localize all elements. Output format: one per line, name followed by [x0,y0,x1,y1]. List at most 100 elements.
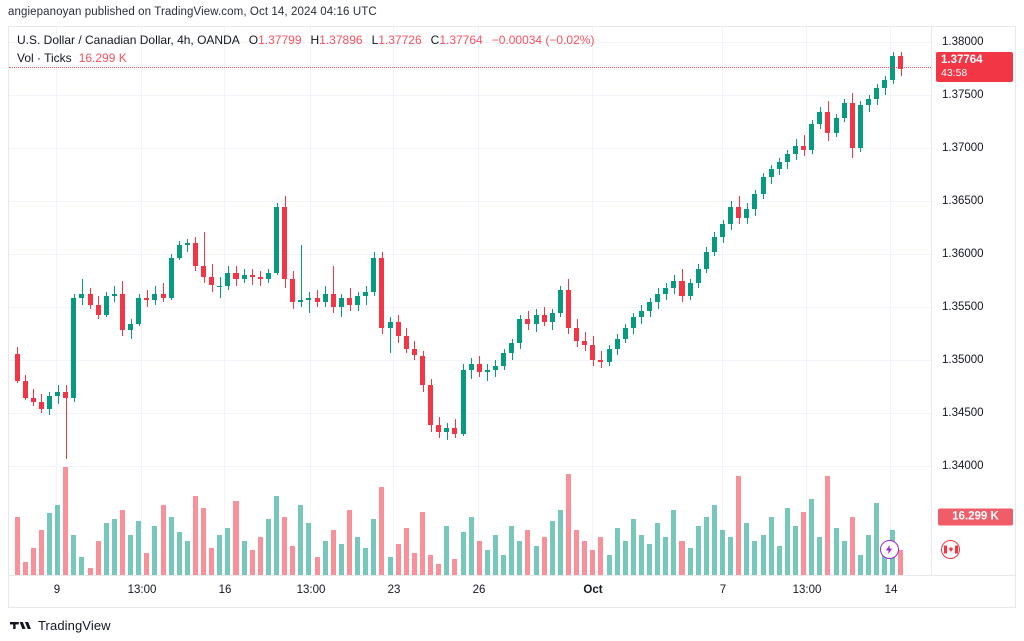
volume-bar [622,541,628,575]
candle-body [768,168,774,178]
volume-bar [201,507,207,575]
time-tick-label: 9 [53,584,61,596]
chart-plot-area[interactable] [9,27,931,575]
volume-bar [630,518,636,575]
candle-body [330,293,336,307]
candle-wick [309,291,310,314]
price-tick-label: 1.35000 [942,353,984,366]
volume-bar [533,545,539,575]
gridline-vertical [806,27,807,575]
candle-body [347,298,353,305]
volume-bar [241,541,247,575]
volume-bar [509,525,515,575]
candle-body [663,287,669,294]
time-tick-label: 13:00 [792,584,822,596]
candle-body [201,266,207,278]
candle-body [363,291,369,297]
candle-body [314,298,320,303]
candle-body [209,277,215,286]
candle-body [728,207,734,224]
tradingview-footer: TradingView [10,618,111,633]
bar-countdown: 43:58 [941,66,968,79]
candle-body [136,298,142,324]
candle-body [890,56,896,80]
volume-bar [784,507,790,575]
volume-bar [119,509,125,575]
volume-bar [663,536,669,575]
volume-bar [833,527,839,575]
candle-body [501,353,507,367]
candle-body [306,298,312,301]
candle-body [411,349,417,356]
volume-bar [403,527,409,575]
volume-bar [768,516,774,575]
volume-bar [355,536,361,575]
volume-bar [395,543,401,575]
volume-bar [176,532,182,575]
canada-flag-icon[interactable] [941,540,960,559]
gridline-horizontal [9,306,931,308]
volume-bar [290,545,296,575]
volume-bar [744,523,750,575]
candle-body [703,251,709,269]
candle-body [760,177,766,195]
volume-bar [168,516,174,575]
lightning-bolt-icon[interactable] [880,540,899,559]
volume-bar [501,554,507,575]
candle-body [874,88,880,99]
candle-body [257,277,263,280]
volume-bar [606,554,612,575]
candle-body [752,194,758,210]
candle-body [395,321,401,337]
volume-bar [752,541,758,575]
current-price-line [9,66,931,68]
price-tick-label: 1.37500 [942,88,984,101]
volume-value-badge[interactable]: 16.299 K [938,508,1013,526]
volume-bar [760,534,766,575]
volume-bar [192,496,198,575]
candle-body [574,327,580,341]
gridline-vertical [56,27,57,575]
volume-bar [444,525,450,575]
candle-body [419,355,425,386]
price-axis[interactable]: 1.38000 1.37500 1.37000 1.36500 1.36000 1.355… [931,27,1015,575]
time-tick-label: 23 [387,584,401,596]
volume-bar [590,550,596,575]
candle-body [614,338,620,350]
candle-body [801,145,807,150]
time-tick-label: Oct [583,584,603,596]
tradingview-brand: TradingView [38,618,111,633]
volume-bar [338,543,344,575]
candle-body [849,103,855,148]
volume-bar [306,523,312,575]
candle-wick [317,289,318,307]
candle-body [55,391,61,396]
time-axis[interactable]: 9 13:00 16 13:00 23 26 Oct 7 13:00 14 [9,575,1015,607]
chart-frame: U.S. Dollar / Canadian Dollar, 4h, OANDA… [8,26,1016,608]
volume-bar [647,543,653,575]
candle-body [736,207,742,218]
candle-wick [390,317,391,354]
candle-body [249,274,255,278]
candle-body [160,293,166,299]
volume-bar [598,536,604,575]
candle-body [647,302,653,311]
volume-bar [330,530,336,575]
volume-bar [282,516,288,575]
candle-body [379,257,385,328]
volume-bar [655,523,661,575]
candle-body [63,391,69,398]
current-price-badge[interactable]: 1.37764 43:58 [936,51,1013,82]
volume-bar [703,516,709,575]
volume-bar [614,527,620,575]
price-tick-label: 1.34500 [942,406,984,419]
candle-body [225,272,231,286]
candle-wick [82,279,83,305]
volume-bar [898,550,904,575]
candle-body [428,385,434,426]
volume-bar [71,534,77,575]
candle-body [857,105,863,148]
gridline-horizontal [9,359,931,361]
candle-body [898,56,904,70]
candle-body [476,363,482,373]
